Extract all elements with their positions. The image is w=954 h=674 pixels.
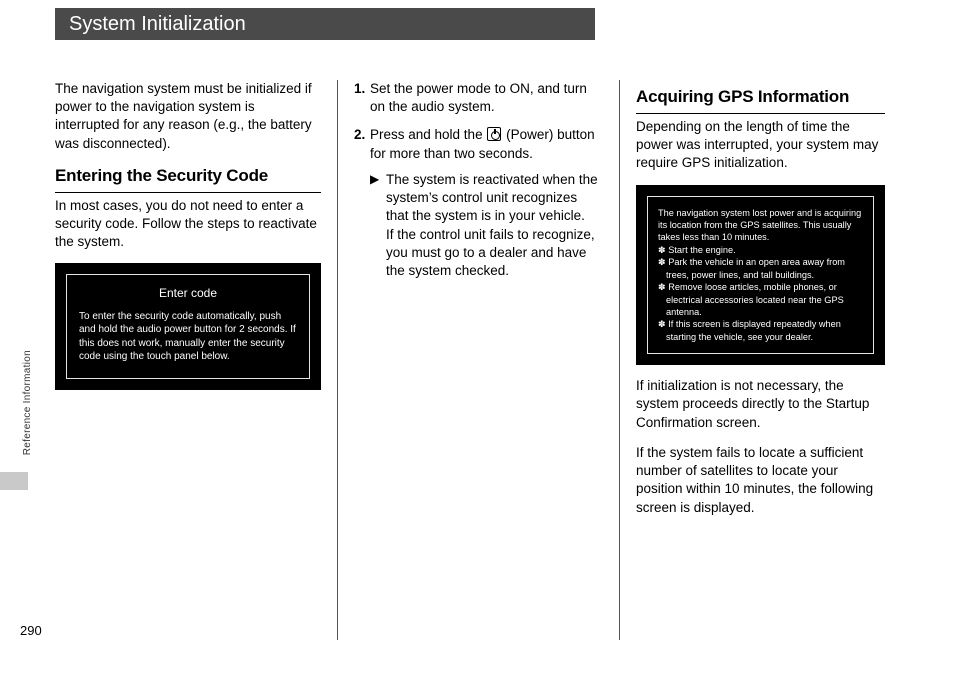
page-header: System Initialization	[55, 8, 954, 40]
heading-security-code: Entering the Security Code	[55, 165, 321, 193]
gps-shot-line-1: The navigation system lost power and is …	[658, 207, 863, 244]
steps-list: 1. Set the power mode to ON, and turn on…	[354, 80, 603, 280]
step-2-text-a: Press and hold the	[370, 127, 486, 142]
side-thumb-tab	[0, 472, 28, 490]
side-section-label: Reference Information	[22, 350, 33, 455]
gps-paragraph-3: If the system fails to locate a sufficie…	[636, 444, 885, 517]
step-2-number: 2.	[354, 126, 370, 280]
header-title: System Initialization	[69, 13, 246, 35]
screenshot-gps-acquire: The navigation system lost power and is …	[636, 185, 885, 366]
content-columns: The navigation system must be initialize…	[55, 80, 925, 640]
column-2: 1. Set the power mode to ON, and turn on…	[337, 80, 619, 640]
power-icon	[487, 127, 501, 141]
intro-paragraph: The navigation system must be initialize…	[55, 80, 321, 153]
step-2-text: Press and hold the (Power) button for mo…	[370, 126, 603, 280]
heading-gps: Acquiring GPS Information	[636, 86, 885, 114]
column-3: Acquiring GPS Information Depending on t…	[619, 80, 901, 640]
gps-paragraph-1: Depending on the length of time the powe…	[636, 118, 885, 173]
gps-shot-bullet-4: ✽ If this screen is displayed repeatedly…	[658, 318, 863, 343]
screenshot-title: Enter code	[79, 285, 297, 301]
step-1-number: 1.	[354, 80, 370, 116]
screenshot-body: To enter the security code automatically…	[79, 310, 297, 364]
gps-paragraph-2: If initialization is not necessary, the …	[636, 377, 885, 432]
security-code-paragraph: In most cases, you do not need to enter …	[55, 197, 321, 252]
column-1: The navigation system must be initialize…	[55, 80, 337, 640]
triangle-bullet-icon: ▶	[370, 171, 386, 280]
step-2-substep: ▶ The system is reactivated when the sys…	[370, 171, 603, 280]
gps-shot-bullet-1: ✽ Start the engine.	[658, 244, 863, 256]
substep-line-2: If the control unit fails to recognize, …	[386, 227, 595, 278]
header-title-bar: System Initialization	[55, 8, 595, 40]
step-1-text: Set the power mode to ON, and turn on th…	[370, 80, 603, 116]
gps-shot-bullet-3: ✽ Remove loose articles, mobile phones, …	[658, 281, 863, 318]
step-1: 1. Set the power mode to ON, and turn on…	[354, 80, 603, 116]
substep-body: The system is reactivated when the syste…	[386, 171, 603, 280]
gps-shot-bullet-2: ✽ Park the vehicle in an open area away …	[658, 256, 863, 281]
screenshot-enter-code: Enter code To enter the security code au…	[55, 263, 321, 389]
page-number: 290	[20, 623, 42, 638]
substep-line-1: The system is reactivated when the syste…	[386, 172, 598, 223]
step-2: 2. Press and hold the (Power) button for…	[354, 126, 603, 280]
